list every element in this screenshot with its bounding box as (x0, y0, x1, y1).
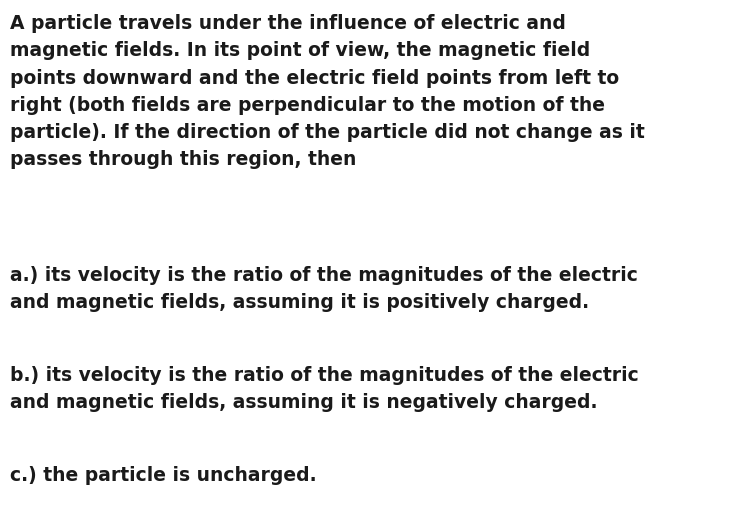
Text: A particle travels under the influence of electric and
magnetic fields. In its p: A particle travels under the influence o… (10, 14, 645, 169)
Text: b.) its velocity is the ratio of the magnitudes of the electric
and magnetic fie: b.) its velocity is the ratio of the mag… (10, 366, 639, 412)
Text: a.) its velocity is the ratio of the magnitudes of the electric
and magnetic fie: a.) its velocity is the ratio of the mag… (10, 266, 638, 312)
Text: c.) the particle is uncharged.: c.) the particle is uncharged. (10, 466, 317, 485)
